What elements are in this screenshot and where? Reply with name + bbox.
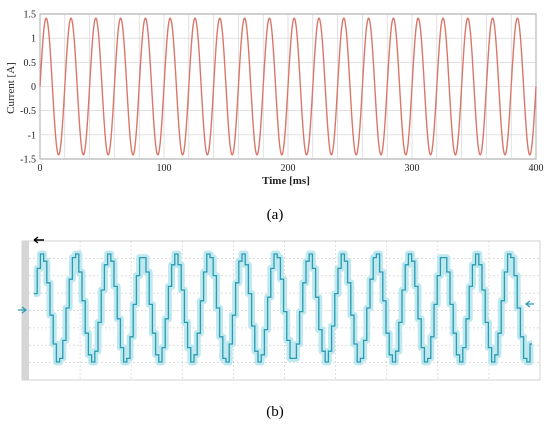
panel-a-y-tick-label: 1 (31, 34, 36, 45)
panel-b-chart: (b) (18, 236, 541, 420)
panel-a-x-tick-label: 200 (281, 163, 296, 174)
panel-b-signal-series (34, 253, 532, 363)
panel-a-y-tick-label: 1.5 (24, 10, 37, 21)
panel-a-current-series (39, 17, 537, 156)
panel-a-x-tick-label: 100 (157, 163, 172, 174)
panel-a-y-tick-label: 0.5 (24, 58, 37, 69)
trigger-marker-icon (33, 236, 44, 244)
panel-a-x-axis-label: Time [ms] (262, 175, 310, 187)
panel-a-x-ticks: 0 100 200 300 400 (38, 163, 544, 174)
panel-a-y-axis-label: Current [A] (5, 62, 17, 114)
left-level-marker-icon (18, 306, 27, 314)
panel-a-x-tick-label: 400 (529, 163, 544, 174)
right-level-marker-icon (525, 300, 534, 308)
panel-a-label: (a) (267, 207, 284, 223)
panel-a-x-tick-label: 0 (38, 163, 43, 174)
panel-a-y-ticks: 1.5 1 0.5 0 -0.5 -1 -1.5 (20, 10, 36, 166)
panel-a-chart: 1.5 1 0.5 0 -0.5 -1 -1.5 0 100 200 300 400 Current… (5, 10, 544, 224)
panel-a-y-tick-label: -1.5 (20, 155, 36, 166)
panel-b-label: (b) (266, 404, 284, 420)
panel-a-y-tick-label: 0 (31, 82, 36, 93)
panel-a-x-tick-label: 300 (405, 163, 420, 174)
panel-a-y-tick-label: -1 (28, 130, 36, 141)
panel-a-y-tick-label: -0.5 (20, 106, 36, 117)
